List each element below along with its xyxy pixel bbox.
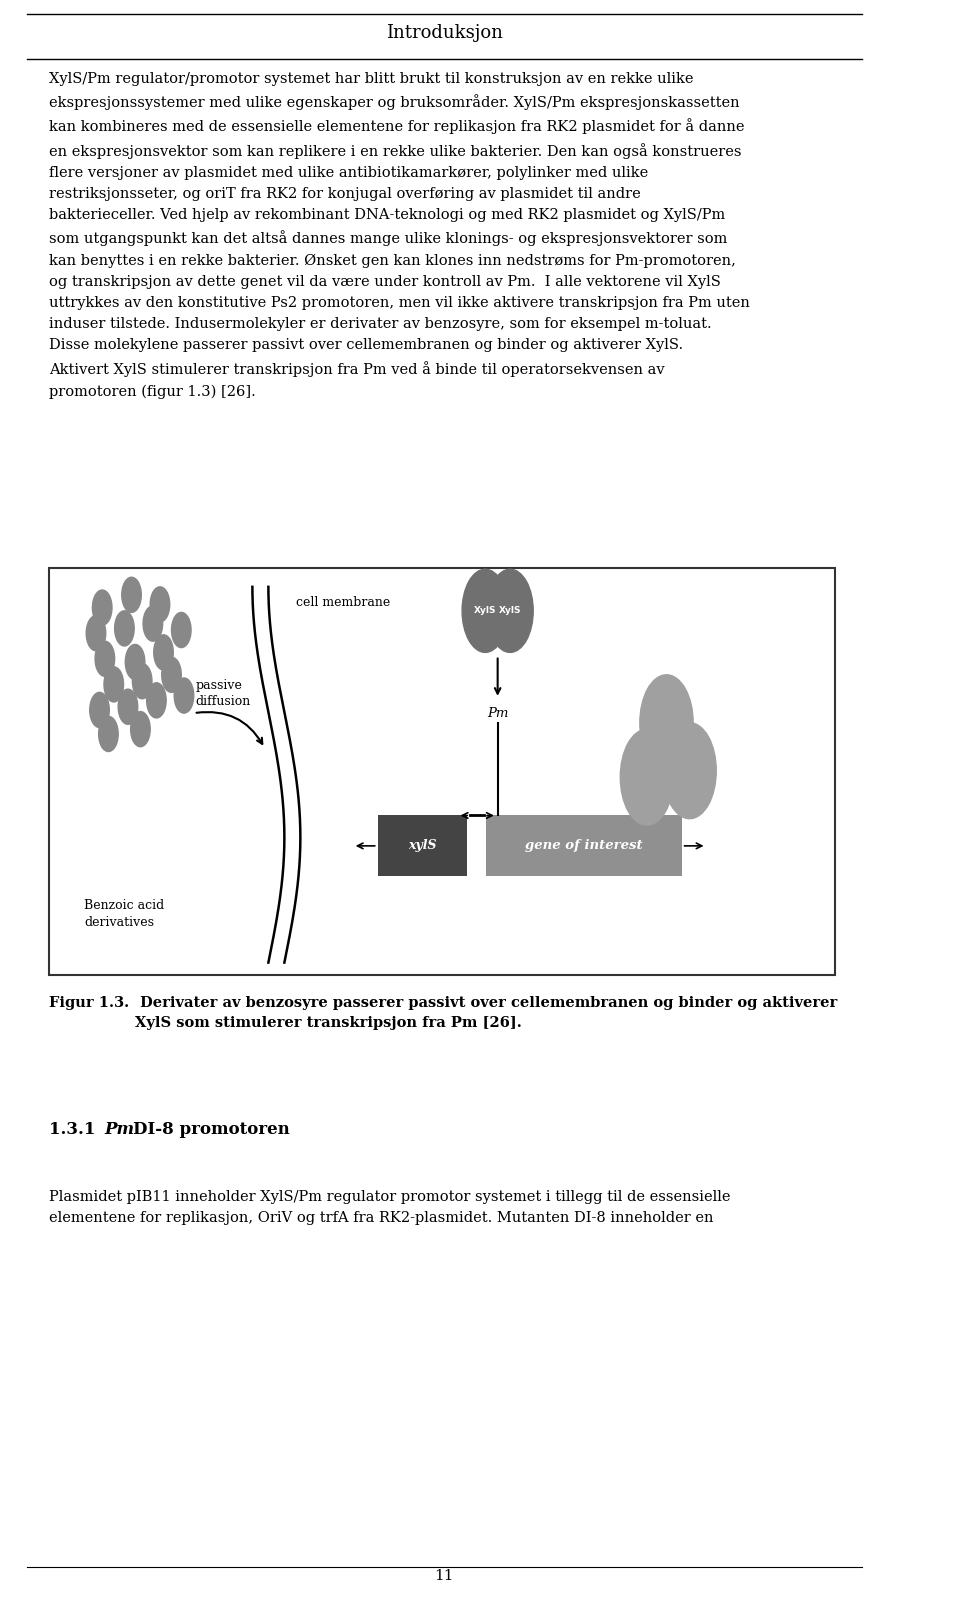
Circle shape	[86, 616, 106, 651]
Circle shape	[126, 644, 145, 680]
Circle shape	[154, 635, 174, 670]
Circle shape	[161, 657, 181, 692]
Text: Pm: Pm	[487, 707, 509, 720]
Circle shape	[132, 664, 152, 699]
Text: cell membrane: cell membrane	[296, 596, 390, 609]
FancyBboxPatch shape	[49, 568, 835, 975]
Circle shape	[89, 692, 109, 728]
Circle shape	[143, 606, 162, 641]
Text: DI-8 promotoren: DI-8 promotoren	[133, 1121, 290, 1138]
Text: Benzoic acid
derivatives: Benzoic acid derivatives	[84, 899, 165, 929]
FancyBboxPatch shape	[377, 815, 467, 876]
Text: xylS: xylS	[408, 839, 437, 852]
Circle shape	[487, 569, 533, 652]
Text: 11: 11	[435, 1569, 454, 1583]
Circle shape	[122, 577, 141, 612]
Text: Figur 1.3.: Figur 1.3.	[49, 996, 129, 1011]
Text: Pm: Pm	[105, 1121, 135, 1138]
Circle shape	[663, 723, 716, 819]
FancyBboxPatch shape	[486, 815, 682, 876]
Circle shape	[172, 612, 191, 648]
Circle shape	[118, 689, 137, 724]
Circle shape	[104, 667, 124, 702]
Circle shape	[150, 587, 170, 622]
Text: gene of interest: gene of interest	[525, 839, 642, 852]
Circle shape	[147, 683, 166, 718]
Text: Introduksjon: Introduksjon	[386, 24, 503, 42]
Text: Derivater av benzosyre passerer passivt over cellemembranen og binder og aktiver: Derivater av benzosyre passerer passivt …	[135, 996, 837, 1030]
Text: Plasmidet pIB11 inneholder XylS/Pm regulator promotor systemet i tillegg til de : Plasmidet pIB11 inneholder XylS/Pm regul…	[49, 1190, 731, 1225]
Text: 1.3.1: 1.3.1	[49, 1121, 101, 1138]
Circle shape	[92, 590, 112, 625]
Circle shape	[114, 611, 134, 646]
Text: XylS/Pm regulator/promotor systemet har blitt brukt til konstruksjon av en rekke: XylS/Pm regulator/promotor systemet har …	[49, 72, 750, 398]
Circle shape	[99, 716, 118, 752]
Text: XylS: XylS	[474, 606, 496, 616]
Circle shape	[131, 712, 150, 747]
Text: passive
diffusion: passive diffusion	[196, 680, 251, 708]
Circle shape	[620, 729, 674, 825]
Circle shape	[95, 641, 114, 676]
Circle shape	[174, 678, 194, 713]
Circle shape	[462, 569, 508, 652]
Text: XylS: XylS	[499, 606, 521, 616]
Circle shape	[639, 675, 693, 771]
